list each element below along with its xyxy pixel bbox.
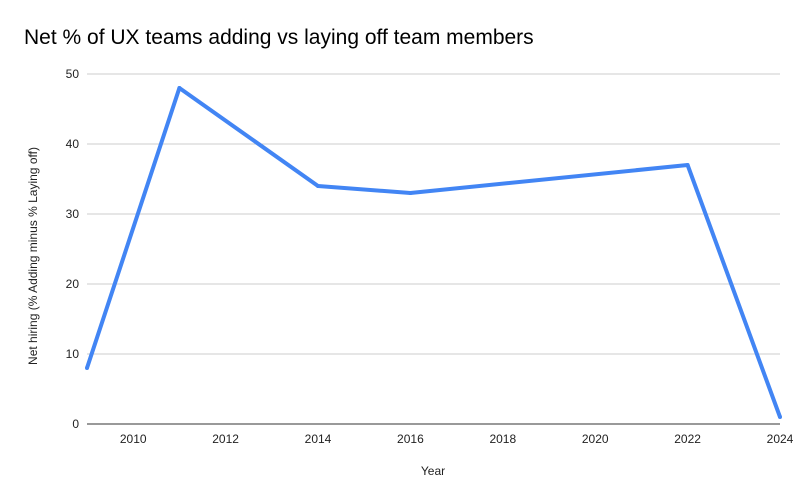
- gridlines: [87, 73, 780, 355]
- y-tick-label: 10: [66, 347, 80, 361]
- y-tick-label: 20: [66, 277, 80, 291]
- x-tick-label: 2010: [120, 432, 147, 446]
- y-tick-label: 0: [72, 417, 79, 431]
- series-layer: [85, 86, 782, 419]
- axes: 0 10 20 30 40 50 2010 2012 2014 2016 2018 2020 2022 2…: [66, 67, 794, 446]
- x-tick-label: 2012: [212, 432, 239, 446]
- x-tick-label: 2014: [305, 432, 332, 446]
- x-tick-label: 2024: [767, 432, 794, 446]
- series-line: [85, 86, 782, 418]
- y-tick-label: 50: [66, 67, 80, 81]
- data-point: [778, 415, 782, 419]
- data-point: [85, 366, 89, 370]
- x-tick-label: 2020: [582, 432, 609, 446]
- y-tick-label: 30: [66, 207, 80, 221]
- chart-title: Net % of UX teams adding vs laying off t…: [24, 26, 534, 49]
- x-tick-label: 2016: [397, 432, 424, 446]
- x-tick-label: 2022: [674, 432, 701, 446]
- data-point: [685, 163, 690, 167]
- data-point: [177, 86, 182, 90]
- data-point: [316, 184, 320, 188]
- data-point: [408, 191, 413, 195]
- y-axis-label: Net hiring (% Adding minus % Laying off): [26, 147, 40, 365]
- x-tick-label: 2018: [489, 432, 516, 446]
- x-axis-label: Year: [421, 464, 445, 478]
- y-tick-label: 40: [66, 137, 80, 151]
